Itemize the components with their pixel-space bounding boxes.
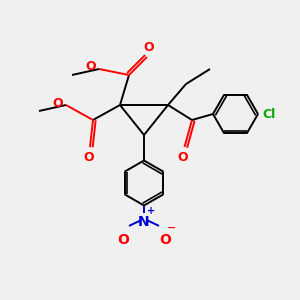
Text: O: O bbox=[178, 151, 188, 164]
Text: O: O bbox=[117, 232, 129, 247]
Text: O: O bbox=[52, 97, 63, 110]
Text: N: N bbox=[138, 214, 150, 229]
Text: O: O bbox=[85, 59, 96, 73]
Text: −: − bbox=[167, 223, 177, 233]
Text: +: + bbox=[146, 206, 155, 216]
Text: O: O bbox=[83, 151, 94, 164]
Text: Cl: Cl bbox=[262, 107, 276, 121]
Text: O: O bbox=[159, 232, 171, 247]
Text: O: O bbox=[143, 41, 154, 54]
